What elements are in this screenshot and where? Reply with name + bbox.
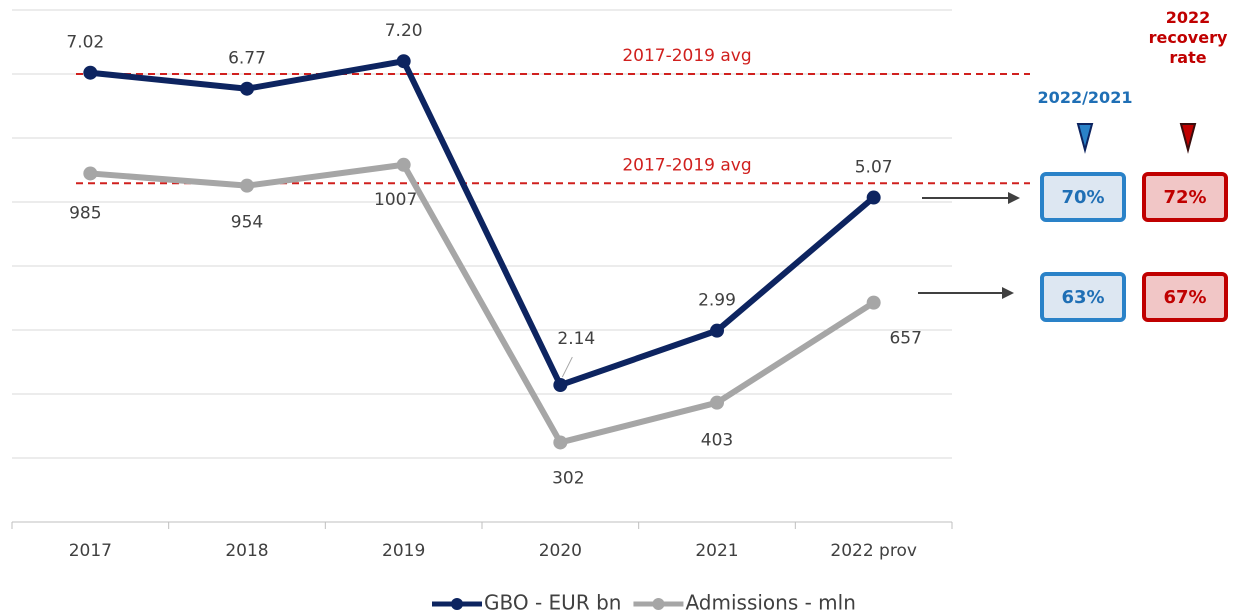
- data-label: 6.77: [228, 49, 266, 69]
- data-label: 7.02: [66, 33, 104, 53]
- data-label: 302: [552, 468, 584, 488]
- marker-triangle: [1076, 123, 1094, 154]
- leader-line: [561, 356, 573, 378]
- ratio-box: 70%: [1040, 172, 1126, 222]
- column-header: 2022/2021: [1037, 88, 1133, 107]
- column-header: 2022 recovery rate: [1148, 8, 1228, 67]
- series-line: [90, 161, 876, 446]
- data-label: 954: [231, 213, 263, 233]
- point: [240, 81, 254, 96]
- data-label: 2.99: [698, 291, 736, 311]
- marker-triangle: [1179, 123, 1197, 154]
- legend-label: Admissions - mln: [685, 591, 855, 612]
- point: [83, 65, 98, 80]
- ratio-box: 67%: [1142, 272, 1228, 322]
- point: [866, 295, 881, 310]
- reference-label: 2017-2019 avg: [622, 46, 751, 66]
- series-line: [90, 58, 876, 389]
- data-label: 403: [701, 431, 733, 451]
- point: [866, 190, 881, 205]
- data-label: 5.07: [855, 158, 893, 178]
- data-label: 657: [889, 329, 921, 349]
- arrow-head: [1008, 192, 1020, 204]
- point: [83, 166, 98, 181]
- x-tick-label: 2019: [382, 541, 425, 561]
- point: [396, 54, 411, 69]
- data-label: 7.20: [385, 21, 423, 41]
- x-tick-label: 2020: [539, 541, 582, 561]
- reference-label: 2017-2019 avg: [622, 155, 751, 175]
- x-tick-label: 2022 prov: [830, 541, 917, 561]
- data-label: 985: [69, 203, 101, 223]
- point: [553, 435, 568, 450]
- legend-marker: [451, 598, 463, 610]
- point: [553, 378, 568, 393]
- point: [240, 178, 254, 193]
- legend-label: GBO - EUR bn: [484, 591, 621, 612]
- point: [396, 157, 411, 172]
- ratio-box: 63%: [1040, 272, 1126, 322]
- point: [710, 395, 724, 410]
- arrow-head: [1002, 287, 1014, 299]
- point: [710, 323, 724, 338]
- legend-marker: [652, 598, 665, 610]
- ratio-box: 72%: [1142, 172, 1228, 222]
- x-tick-label: 2021: [695, 541, 738, 561]
- data-label: 1007: [374, 190, 417, 210]
- x-tick-label: 2017: [69, 541, 112, 561]
- x-tick-label: 2018: [225, 541, 268, 561]
- data-label: 2.14: [557, 329, 595, 349]
